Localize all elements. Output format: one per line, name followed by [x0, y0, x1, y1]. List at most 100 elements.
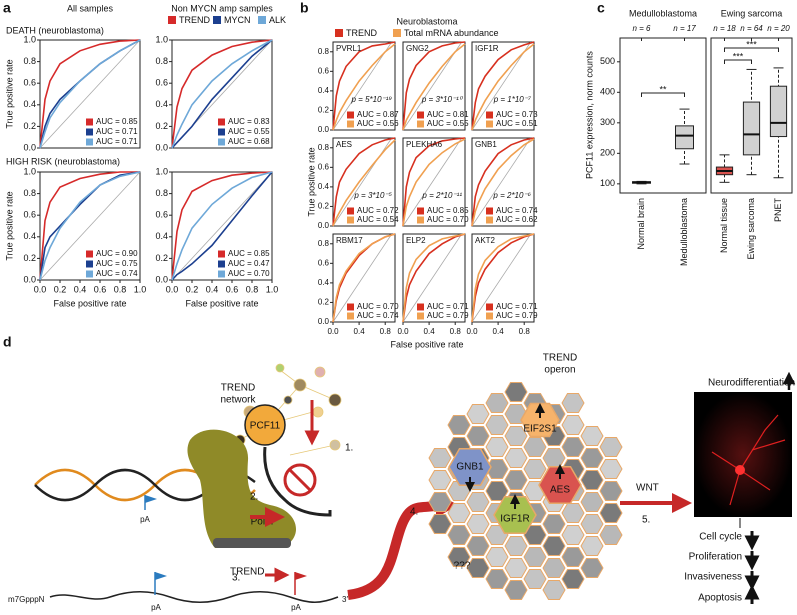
hex — [428, 514, 452, 534]
auc-label: AUC = 0.71 — [96, 127, 138, 136]
diagonal — [39, 39, 141, 149]
n-label: n = 20 — [767, 24, 790, 33]
y-tick-label: 0.2 — [155, 253, 168, 263]
x-tick-label: PNET — [773, 198, 783, 223]
panel-label: a — [3, 0, 11, 16]
flag — [155, 572, 167, 580]
hex — [466, 492, 490, 512]
roc-curve — [171, 171, 273, 281]
hex — [561, 525, 585, 545]
hex — [561, 393, 585, 413]
auc-label: AUC = 0.56 — [357, 119, 399, 128]
step: 5. — [642, 515, 650, 526]
y-axis-label: True positive rate — [4, 191, 14, 260]
roc-curve — [402, 43, 466, 131]
y-tick-label: 0.6 — [155, 210, 168, 220]
auc-swatch — [417, 303, 424, 311]
neuron — [711, 414, 786, 506]
y-tick-label: 0.4 — [23, 99, 36, 109]
y-tick-label: 300 — [600, 117, 615, 127]
x-tick-label: Medulloblastoma — [679, 198, 689, 266]
x-tick-label: 0.8 — [246, 284, 259, 294]
auc-swatch — [347, 303, 354, 311]
y-tick-label: 0.4 — [23, 231, 36, 241]
n-label: n = 18 — [713, 24, 736, 33]
y-tick-label: 0.2 — [318, 298, 330, 307]
subplot-title: ELP2 — [406, 236, 426, 245]
x-tick-label: 1.0 — [266, 284, 279, 294]
hex — [504, 426, 528, 446]
x-tick-label: 0.8 — [519, 327, 531, 336]
y-tick-label: 1.0 — [23, 166, 36, 176]
roc-curve — [39, 39, 141, 149]
hex — [599, 525, 623, 545]
hex — [580, 426, 604, 446]
subplot-title: IGF1R — [475, 44, 499, 53]
column-title: Non MYCN amp samples — [171, 3, 273, 13]
sig-bracket — [724, 59, 752, 64]
x-tick-label: 0.4 — [206, 284, 219, 294]
auc-label: AUC = 0.85 — [96, 117, 138, 126]
n-label: n = 17 — [673, 24, 696, 33]
auc-label: AUC = 0.79 — [427, 311, 469, 320]
step: 2. — [250, 492, 258, 503]
hex — [523, 569, 547, 589]
y-tick-label: 0.6 — [155, 78, 168, 88]
box — [742, 101, 761, 156]
pcf11: PCF11 — [250, 421, 281, 432]
auc-label: AUC = 0.70 — [228, 269, 270, 278]
y-tick-label: 0.6 — [318, 66, 330, 75]
p-value: p = 3*10⁻¹⁰ — [421, 95, 464, 104]
y-tick-label: 1.0 — [155, 34, 168, 44]
auc-swatch — [417, 312, 424, 320]
diagonal — [402, 233, 463, 323]
auc-swatch — [347, 216, 354, 224]
hex — [504, 558, 528, 578]
y-tick-label: 0.8 — [318, 143, 330, 152]
diagonal — [332, 41, 393, 131]
x-tick-label: 0.6 — [94, 284, 107, 294]
auc-swatch — [218, 138, 225, 146]
subplot-title: AES — [336, 140, 352, 149]
hex — [542, 514, 566, 534]
hex — [580, 448, 604, 468]
y-axis-label: PCF11 expression, norm counts — [584, 51, 594, 179]
plot-frame — [402, 41, 466, 131]
auc-label: AUC = 0.71 — [96, 137, 138, 146]
gene: GNB1 — [456, 462, 484, 473]
y-tick-label: 0.4 — [318, 278, 330, 287]
step: 3. — [232, 573, 240, 584]
y-tick-label: 400 — [600, 87, 615, 97]
hex — [580, 514, 604, 534]
x-tick-label: 0.4 — [424, 327, 436, 336]
panel-label: b — [300, 0, 309, 16]
auc-swatch — [86, 260, 93, 268]
auc-label: AUC = 0.72 — [357, 206, 399, 215]
step: 4. — [410, 507, 418, 518]
operon-label: TREND — [543, 353, 577, 364]
auc-swatch — [417, 216, 424, 224]
auc-swatch — [86, 118, 93, 126]
box — [675, 125, 694, 150]
auc-label: AUC = 0.85 — [427, 206, 469, 215]
x-tick-label: 1.0 — [134, 284, 147, 294]
legend-swatch — [213, 16, 221, 24]
roc-curve — [332, 137, 396, 227]
x-tick-label: Ewing sarcoma — [746, 198, 756, 260]
y-tick-label: 0.6 — [23, 210, 36, 220]
auc-label: AUC = 0.51 — [496, 119, 538, 128]
y-tick-label: 1.0 — [23, 34, 36, 44]
hex-gene — [448, 448, 492, 486]
hex — [523, 525, 547, 545]
roc-curve — [402, 41, 466, 131]
auc-swatch — [218, 118, 225, 126]
auc-swatch — [417, 120, 424, 128]
roc-curve — [39, 39, 141, 149]
x-tick-label: Normal tissue — [719, 198, 729, 253]
network — [234, 363, 342, 456]
legend-label: Total mRNA abundance — [404, 28, 499, 38]
roc-curve — [471, 233, 535, 323]
y-tick-label: 0.0 — [23, 142, 36, 152]
hex — [542, 558, 566, 578]
